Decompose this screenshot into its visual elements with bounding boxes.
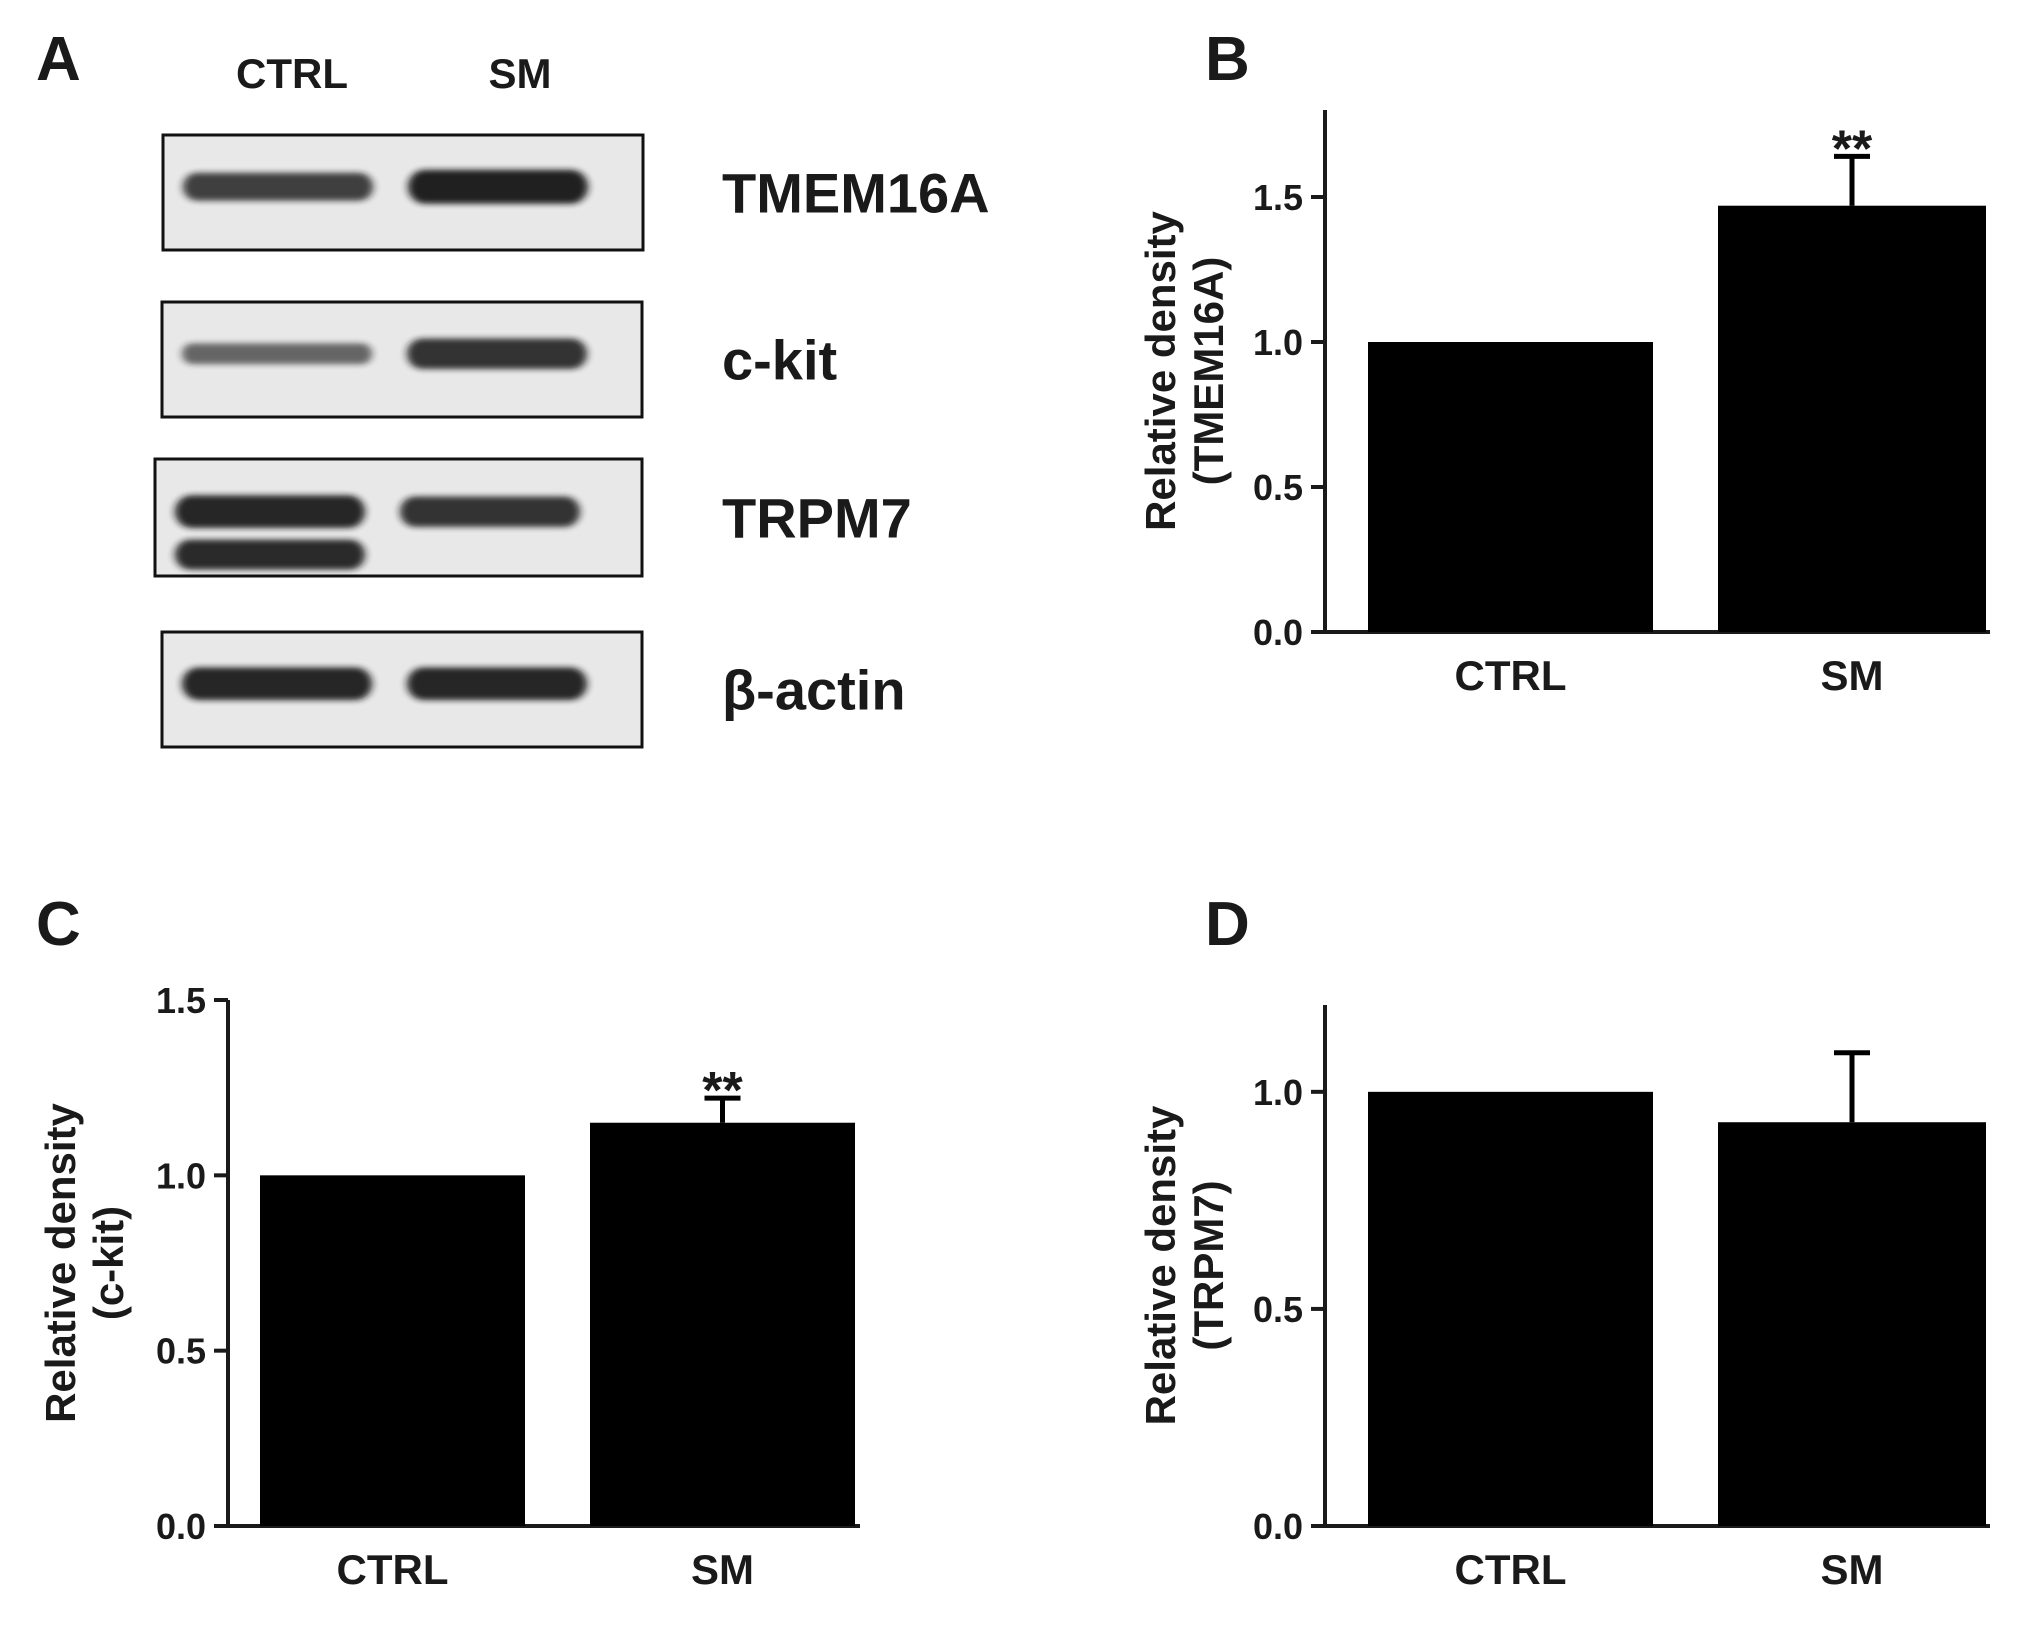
y-axis-label-line: Relative density <box>37 1102 84 1422</box>
y-tick-label: 0.0 <box>1253 612 1303 653</box>
blot-lane-label-sm: SM <box>489 50 552 97</box>
significance-marker-sm: ** <box>1832 120 1873 178</box>
blot-row-c-kit: c-kit <box>160 300 837 419</box>
bar-chart-c: 0.0 0.5 1.0 1.5 Relative density (c-kit) CTRL *… <box>37 980 860 1593</box>
x-tick-label-sm: SM <box>1821 652 1884 699</box>
x-tick-label-ctrl: CTRL <box>1455 1546 1567 1593</box>
blot-band-ctrl <box>182 343 372 365</box>
panel-label-c: C <box>36 890 81 959</box>
y-tick-label: 0.0 <box>1253 1506 1303 1547</box>
blot-protein-label: β-actin <box>722 659 906 722</box>
blot-protein-label: TMEM16A <box>722 162 990 225</box>
y-tick-label: 1.5 <box>1253 177 1303 218</box>
y-tick-label: 1.0 <box>1253 322 1303 363</box>
blot-row-beta-actin: β-actin <box>160 630 906 749</box>
bar-sm <box>590 1122 855 1526</box>
bar-chart-b: 0.0 0.5 1.0 1.5 Relative density (TMEM16A) CTR… <box>1137 110 1990 699</box>
y-tick-label: 0.5 <box>156 1331 206 1372</box>
bar-chart-d: 0.0 0.5 1.0 Relative density (TRPM7) CTRL SM <box>1137 1005 1990 1593</box>
y-tick-label: 1.5 <box>156 980 206 1021</box>
y-tick-label: 0.5 <box>1253 1289 1303 1330</box>
y-tick-label: 0.5 <box>1253 467 1303 508</box>
x-tick-label-ctrl: CTRL <box>1455 652 1567 699</box>
y-axis-label: Relative density (TRPM7) <box>1137 1105 1232 1425</box>
x-tick-label-sm: SM <box>691 1546 754 1593</box>
blot-band-ctrl <box>182 667 372 701</box>
bar-sm <box>1718 1122 1986 1526</box>
blot-lane-label-ctrl: CTRL <box>236 50 348 97</box>
y-tick-label: 1.0 <box>156 1155 206 1196</box>
y-tick-label: 1.0 <box>1253 1072 1303 1113</box>
panel-label-d: D <box>1205 890 1250 959</box>
y-axis-label: Relative density (TMEM16A) <box>1137 210 1232 530</box>
blot-band-sm <box>407 338 587 369</box>
blot-row-trpm7: TRPM7 <box>153 457 912 578</box>
bar-ctrl <box>1368 1091 1653 1526</box>
bar-sm <box>1718 205 1986 632</box>
panel-label-a: A <box>36 25 81 94</box>
blot-protein-label: TRPM7 <box>722 487 912 550</box>
blot-band-ctrl <box>175 495 365 529</box>
significance-marker-sm: ** <box>702 1062 743 1120</box>
blot-band-ctrl <box>183 172 373 201</box>
y-axis-label-line: Relative density <box>1137 1105 1184 1425</box>
blot-protein-label: c-kit <box>722 329 837 392</box>
western-blot-panel: CTRL SM TMEM16A c-kit TRPM7 β-actin <box>153 50 990 749</box>
blot-band-sm <box>407 667 587 701</box>
blot-rows: TMEM16A c-kit TRPM7 β-actin <box>153 133 990 749</box>
bar-ctrl <box>1368 342 1653 632</box>
y-axis-label-line: (TMEM16A) <box>1185 257 1232 486</box>
blot-band-ctrl-lower <box>175 539 365 570</box>
blot-band-sm <box>408 169 588 204</box>
y-axis-label: Relative density (c-kit) <box>37 1102 132 1422</box>
y-axis-label-line: Relative density <box>1137 210 1184 530</box>
panel-label-b: B <box>1205 25 1250 94</box>
x-tick-label-sm: SM <box>1821 1546 1884 1593</box>
blot-row-tmem16a: TMEM16A <box>161 133 990 252</box>
y-tick-label: 0.0 <box>156 1506 206 1547</box>
y-axis-label-line: (c-kit) <box>85 1206 132 1320</box>
bar-ctrl <box>260 1175 525 1526</box>
y-axis-label-line: (TRPM7) <box>1185 1180 1232 1350</box>
x-tick-label-ctrl: CTRL <box>337 1546 449 1593</box>
blot-band-sm <box>400 496 580 527</box>
